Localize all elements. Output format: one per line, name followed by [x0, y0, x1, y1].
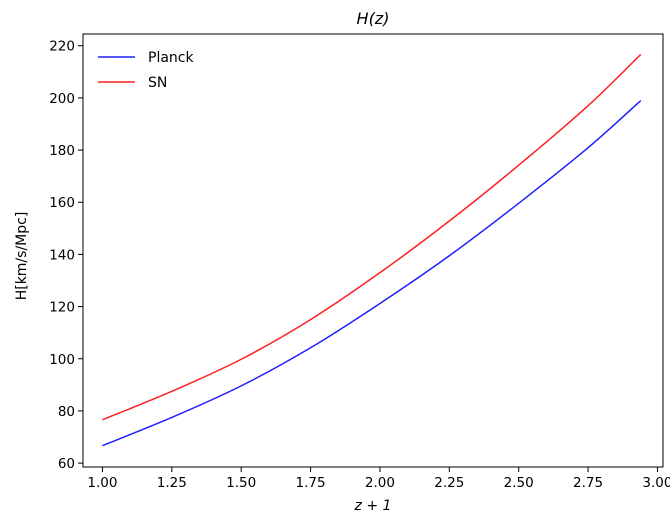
legend-label-planck: Planck — [148, 50, 194, 66]
x-tick-label: 2.00 — [365, 475, 395, 491]
series-lines — [102, 53, 642, 447]
x-tick-label: 1.25 — [157, 475, 187, 491]
y-axis-ticks: 60 80 100 120 140 160 180 200 220 — [49, 39, 83, 472]
plot-frame — [82, 33, 664, 468]
y-axis-label: H[km/s/Mpc] — [14, 212, 30, 301]
x-tick-label: 3.00 — [642, 475, 670, 491]
x-axis-label: z + 1 — [354, 498, 392, 514]
x-tick-label: 2.25 — [434, 475, 464, 491]
series-line-planck — [102, 99, 642, 447]
y-tick-label: 140 — [49, 247, 75, 263]
x-tick-label: 2.50 — [504, 475, 534, 491]
x-tick-label: 2.75 — [573, 475, 603, 491]
x-tick-label: 1.50 — [226, 475, 256, 491]
y-tick-label: 60 — [58, 456, 75, 472]
y-tick-label: 120 — [49, 300, 75, 316]
y-tick-label: 220 — [49, 39, 75, 55]
x-axis-ticks: 1.00 1.25 1.50 1.75 2.00 2.25 2.50 2.75 3.00 — [87, 467, 670, 491]
y-tick-label: 100 — [49, 352, 75, 368]
y-tick-label: 80 — [58, 404, 75, 420]
y-tick-label: 160 — [49, 195, 75, 211]
chart-title: H(z) — [357, 9, 390, 28]
x-tick-label: 1.75 — [296, 475, 326, 491]
y-tick-label: 200 — [49, 91, 75, 107]
y-tick-label: 180 — [49, 143, 75, 159]
legend: Planck SN — [98, 50, 194, 91]
legend-label-sn: SN — [148, 75, 167, 91]
x-tick-label: 1.00 — [87, 475, 117, 491]
y-axis-label-group: H[km/s/Mpc] — [14, 212, 30, 301]
series-line-sn — [102, 53, 642, 421]
